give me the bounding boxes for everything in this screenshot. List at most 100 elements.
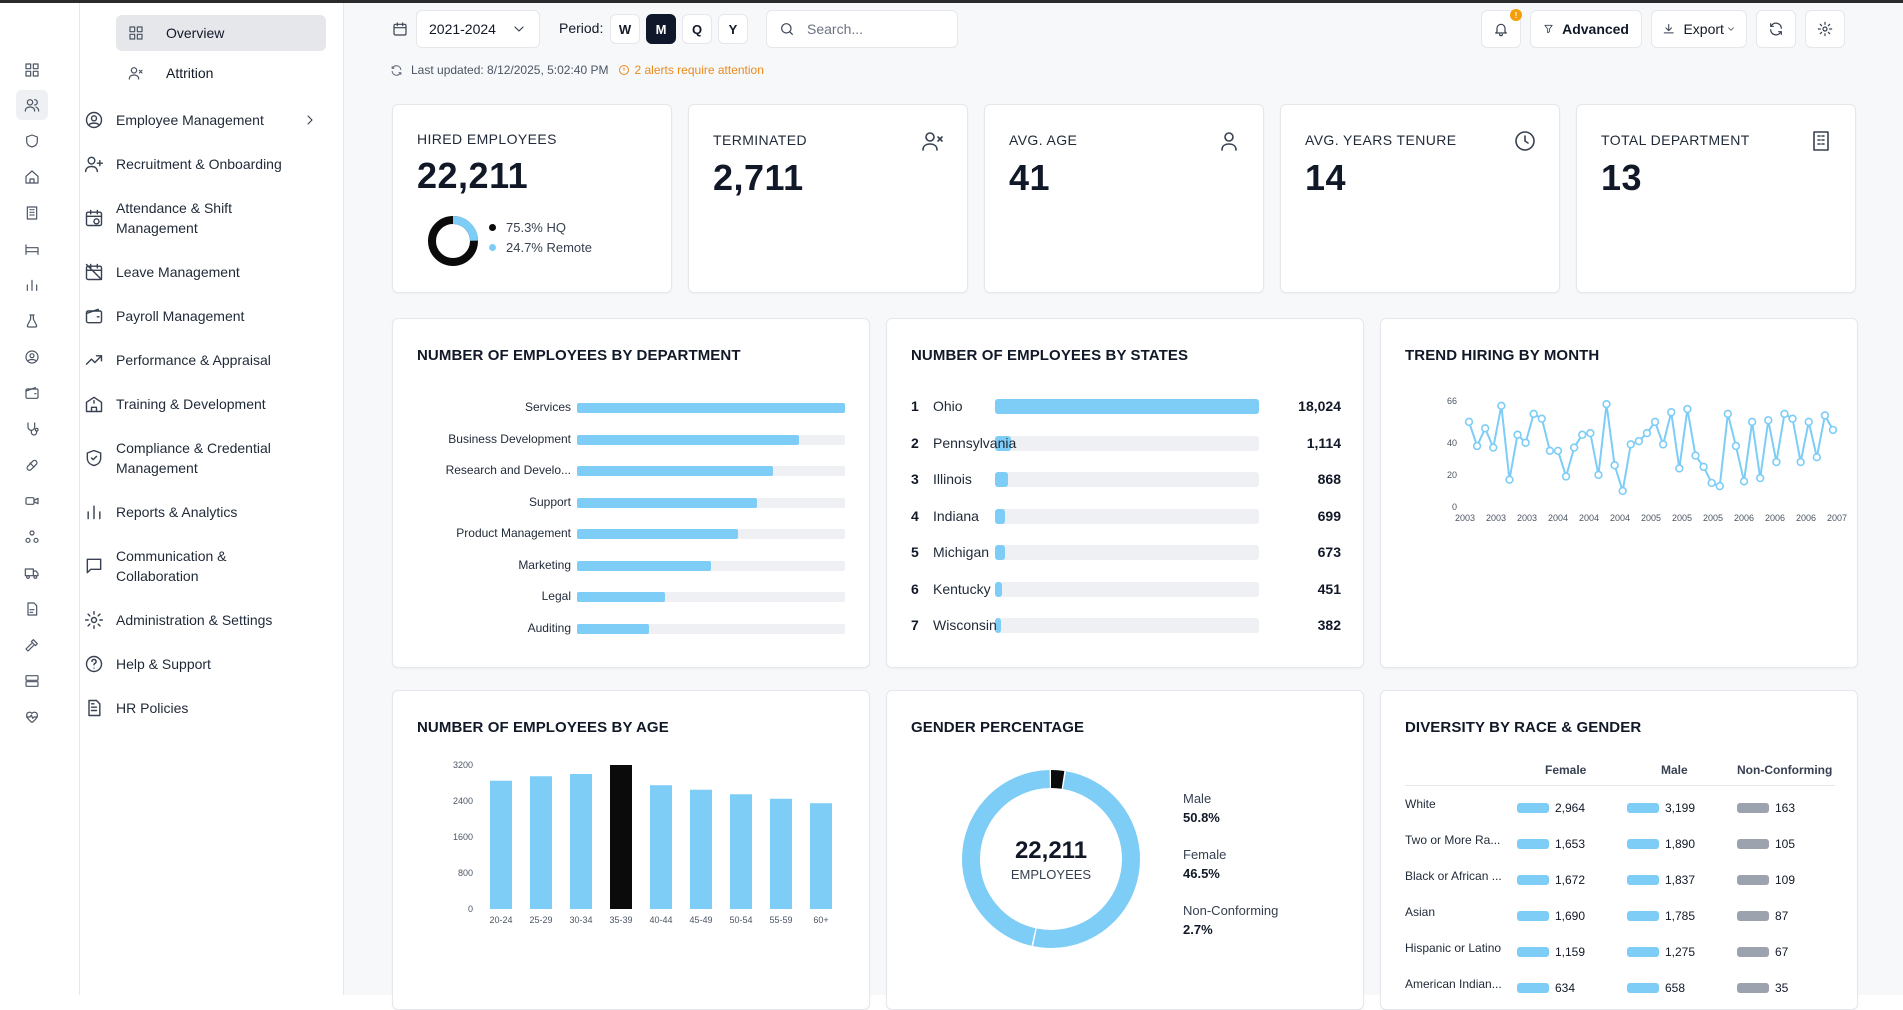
rail-bed-icon[interactable] [16,234,48,264]
sidebar-item-performance[interactable]: Performance & Appraisal [84,350,324,370]
rail-file-icon[interactable] [16,594,48,624]
sidebar-item-help[interactable]: Help & Support [84,654,324,674]
export-button[interactable]: Export [1651,10,1747,48]
period-m-button[interactable]: M [646,14,676,44]
notification-badge: ! [1510,9,1522,21]
table-cell: 1,672 [1517,873,1585,887]
sidebar-item-recruitment[interactable]: Recruitment & Onboarding [84,154,324,174]
rail-building-icon[interactable] [16,198,48,228]
dept-bar-row: Research and Develo... [393,460,863,482]
trend-point [1586,428,1595,438]
search-input[interactable]: Search... [766,10,958,48]
rail-user-circle-icon[interactable] [16,342,48,372]
trend-point [1667,408,1676,417]
rail-dashboard-icon[interactable] [16,55,48,85]
notifications-button[interactable]: ! [1481,9,1522,48]
sidebar-item-employee-management[interactable]: Employee Management [84,110,324,130]
user-plus-icon [84,156,104,173]
rail-wallet-icon[interactable] [16,378,48,408]
sidebar-sub-attrition[interactable]: Attrition [116,55,326,91]
cell-value: 35 [1775,981,1789,995]
table-cell: 1,275 [1627,945,1695,959]
kpi-title: AVG. YEARS TENURE [1305,132,1457,148]
trend-point [1820,411,1830,420]
value-pill [1737,875,1769,885]
sidebar-item-payroll[interactable]: Payroll Management [84,306,324,326]
table-cell: 1,785 [1627,909,1695,923]
trend-point [1780,409,1789,419]
legend-name: Female [1183,847,1227,862]
sidebar-item-communication[interactable]: Communication & Collaboration [84,546,324,586]
advanced-filter-button[interactable]: Advanced [1530,10,1642,48]
hired-split-donut [428,216,478,266]
filter-icon [1544,24,1553,34]
period-w-button[interactable]: W [610,14,640,44]
rail-heart-icon[interactable] [16,702,48,732]
sidebar-item-label: Payroll Management [116,308,245,324]
table-row: Hispanic or Latino 1,159 1,275 67 [1405,937,1835,973]
y-tick-label: 2400 [453,796,473,806]
trend-point [1723,409,1733,419]
bar [995,472,1008,487]
value-pill [1627,911,1659,921]
sidebar-item-attendance[interactable]: Attendance & Shift Management [84,198,324,238]
age-chart-card: NUMBER OF EMPLOYEES BY AGE 3200 2400 1600 8… [392,690,870,1010]
icon-rail [0,3,80,995]
date-range-select[interactable]: 2021-2024 [416,10,540,48]
sidebar-sub-overview[interactable]: Overview [116,15,326,51]
period-q-button[interactable]: Q [682,14,712,44]
rail-flask-icon[interactable] [16,306,48,336]
sidebar-item-policies[interactable]: HR Policies [84,698,324,718]
state-row: 5 Michigan 673 [911,541,1341,565]
department-chart-card: NUMBER OF EMPLOYEES BY DEPARTMENT Servic… [392,318,870,668]
trend-point [1683,404,1692,414]
rail-users-icon[interactable] [16,90,48,120]
trend-point [1739,477,1749,486]
sidebar-item-compliance[interactable]: Compliance & Credential Management [84,438,324,478]
alerts-link[interactable]: 2 alerts require attention [618,63,764,77]
value-pill [1517,947,1549,957]
refresh-button[interactable] [1756,10,1796,48]
trend-point [1707,478,1716,488]
state-name: Ohio [933,398,963,414]
x-tick-label: 55-59 [769,915,792,925]
x-tick-label: 2006 [1734,513,1754,523]
kpi-value: 2,711 [713,157,804,198]
state-rank: 4 [911,507,919,524]
kpi-card-tenure: AVG. YEARS TENURE 14 [1280,104,1560,293]
rail-chart-icon[interactable] [16,270,48,300]
state-name: Indiana [933,507,979,524]
trend-point [1513,430,1522,439]
states-chart-card: NUMBER OF EMPLOYEES BY STATES 1 Ohio 18,02… [886,318,1364,668]
legend-remote-label: 24.7% Remote [506,240,592,255]
sidebar-item-label: Attendance & Shift [116,200,232,216]
sidebar-item-label: Employee Management [116,112,264,128]
cell-value: 1,275 [1665,945,1696,959]
rail-video-icon[interactable] [16,486,48,516]
period-y-button[interactable]: Y [718,14,748,44]
rail-shield-icon[interactable] [16,126,48,156]
rail-hammer-icon[interactable] [16,630,48,660]
legend-dot [489,224,496,231]
state-row: 2 Pennsylvania 1,114 [911,432,1341,456]
gender-donut-chart [962,770,1140,948]
rail-home-icon[interactable] [16,162,48,192]
settings-button[interactable] [1805,10,1845,48]
table-row: American Indian... 634 658 35 [1405,973,1835,1009]
sidebar-item-administration[interactable]: Administration & Settings [84,610,324,630]
rail-pill-icon[interactable] [16,450,48,480]
rail-stethoscope-icon[interactable] [16,414,48,444]
sidebar-item-leave[interactable]: Leave Management [84,262,324,282]
kpi-card-avg-age: AVG. AGE 41 [984,104,1264,293]
kpi-title: AVG. AGE [1009,132,1078,148]
bar-track [577,623,845,634]
kpi-value: 22,211 [417,155,529,196]
kpi-value: 13 [1601,157,1643,198]
rail-truck-icon[interactable] [16,558,48,588]
sidebar-item-training[interactable]: Training & Development [84,394,324,414]
sidebar-item-reports[interactable]: Reports & Analytics [84,502,324,522]
rail-server-icon[interactable] [16,666,48,696]
x-tick-label: 50-54 [729,915,752,925]
toolbar: 2021-2024 Period: W M Q Y Search... ! Ad… [344,3,1903,59]
rail-network-icon[interactable] [16,522,48,552]
